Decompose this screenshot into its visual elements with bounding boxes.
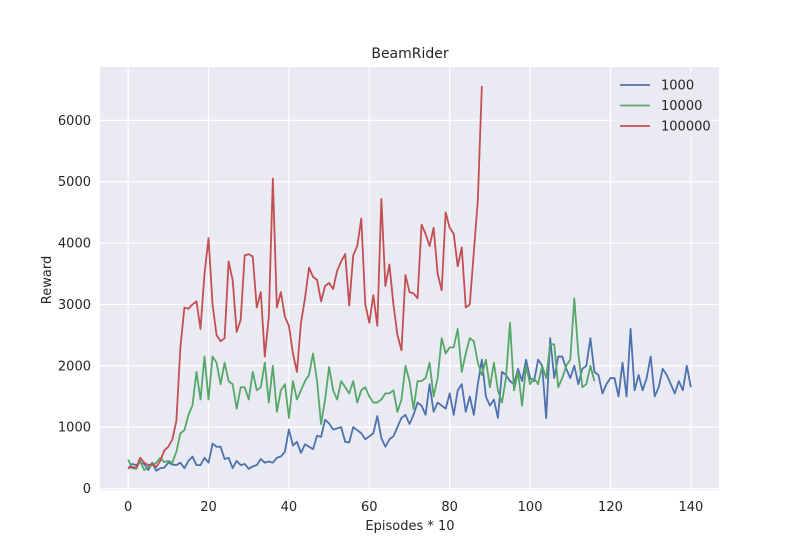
x-tick-label: 100 <box>518 500 543 515</box>
x-tick-label: 0 <box>124 500 132 515</box>
y-tick-label: 0 <box>83 482 91 497</box>
y-tick-label: 3000 <box>58 298 91 313</box>
series-line <box>127 297 596 471</box>
x-tick-label: 140 <box>678 500 703 515</box>
legend-label: 10000 <box>661 99 702 114</box>
series-line <box>127 85 483 470</box>
x-tick-label: 40 <box>281 500 298 515</box>
x-tick-label: 20 <box>200 500 217 515</box>
x-tick-label: 120 <box>598 500 623 515</box>
legend-label: 1000 <box>661 79 694 94</box>
y-tick-label: 4000 <box>58 237 91 252</box>
lines <box>127 85 692 472</box>
y-tick-label: 2000 <box>58 359 91 374</box>
plot-background <box>100 67 719 490</box>
x-tick-label: 80 <box>441 500 458 515</box>
x-axis-label: Episodes * 10 <box>365 519 454 534</box>
y-tick-label: 6000 <box>58 114 91 129</box>
legend-label: 100000 <box>661 120 711 135</box>
y-tick-label: 1000 <box>58 421 91 436</box>
chart-title: BeamRider <box>371 46 449 62</box>
y-axis-label: Reward <box>40 256 55 304</box>
legend: 1000 10000 100000 <box>612 73 712 137</box>
y-tick-label: 5000 <box>58 175 91 190</box>
series-line <box>127 328 692 472</box>
x-tick-label: 60 <box>361 500 378 515</box>
